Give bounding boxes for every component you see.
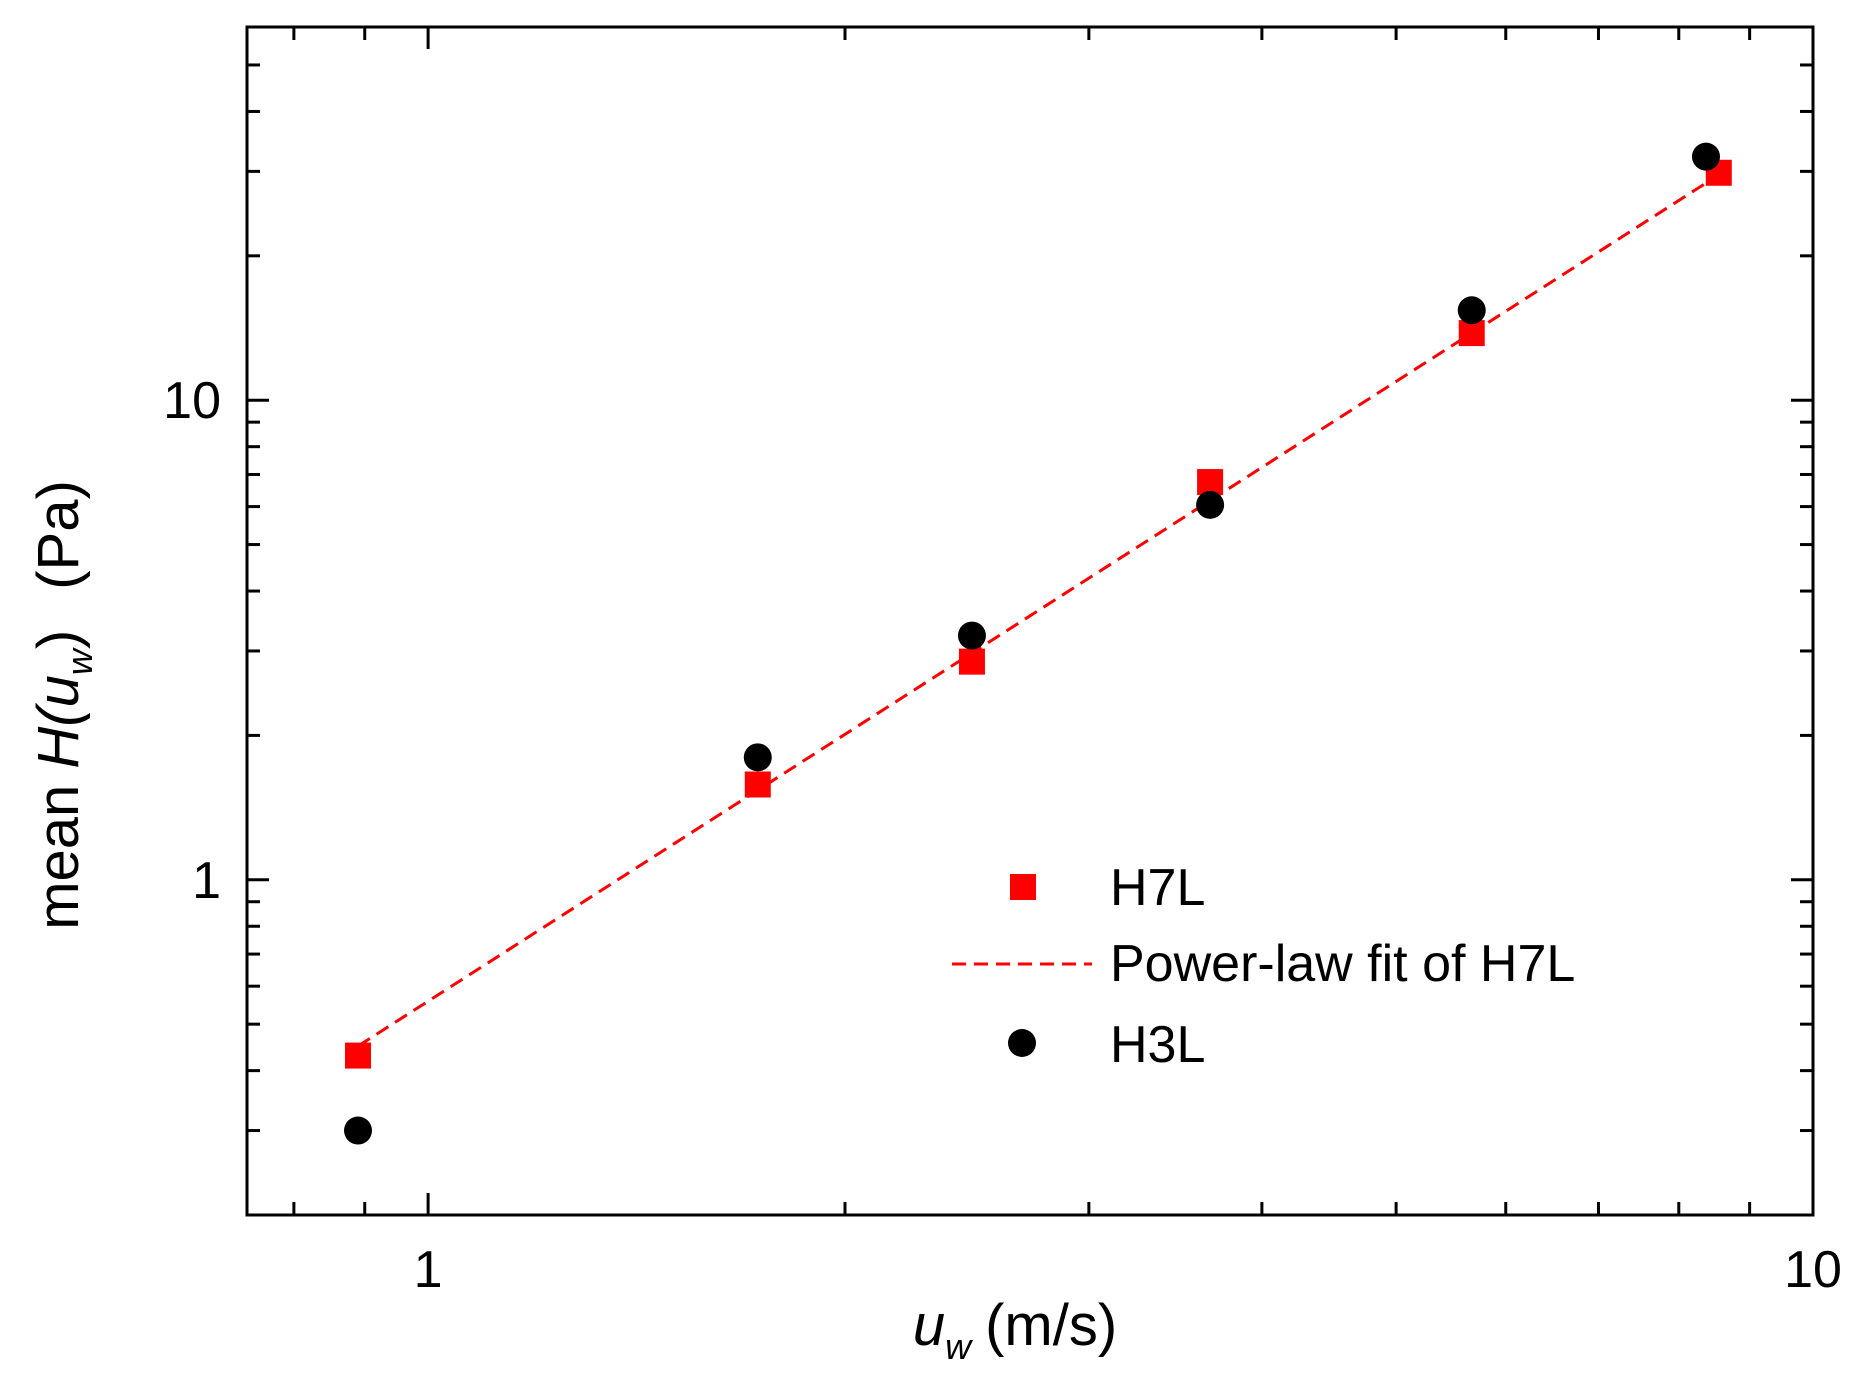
y-axis-title: mean H(uw)(Pa) (26, 480, 100, 930)
h7l-point (958, 648, 985, 675)
plot-frame (245, 25, 1815, 1217)
legend-label-h7l: H7L (1110, 859, 1205, 917)
h7l-point (1458, 320, 1485, 347)
x-tick-label: 10 (1784, 1241, 1842, 1299)
marker-layer (344, 142, 1732, 1145)
h3l-point (1196, 490, 1225, 519)
y-tick-label: 1 (192, 852, 221, 910)
legend-marker-h3l (1008, 1029, 1036, 1057)
h3l-point (344, 1116, 373, 1145)
x-tick-label: 1 (414, 1241, 443, 1299)
h7l-point (744, 771, 771, 798)
fit-line-h7l (357, 173, 1720, 1048)
legend: H7L Power-law fit of H7L H3L (952, 859, 1575, 1074)
fit-line-layer (357, 173, 1720, 1048)
y-tick-label: 10 (163, 372, 221, 430)
h7l-point (1197, 469, 1224, 496)
h3l-point (743, 743, 772, 772)
h3l-point (957, 621, 986, 650)
axis-tick-labels: 1 10 1 10 (163, 372, 1842, 1299)
x-axis-title: uw (m/s) (913, 1293, 1117, 1367)
legend-label-h3l: H3L (1110, 1016, 1205, 1074)
h7l-point (345, 1042, 372, 1069)
axis-ticks (247, 25, 1815, 1217)
h3l-point (1457, 296, 1486, 325)
legend-marker-h7l (1010, 874, 1036, 900)
legend-label-fit: Power-law fit of H7L (1110, 935, 1575, 993)
h3l-point (1691, 142, 1720, 171)
